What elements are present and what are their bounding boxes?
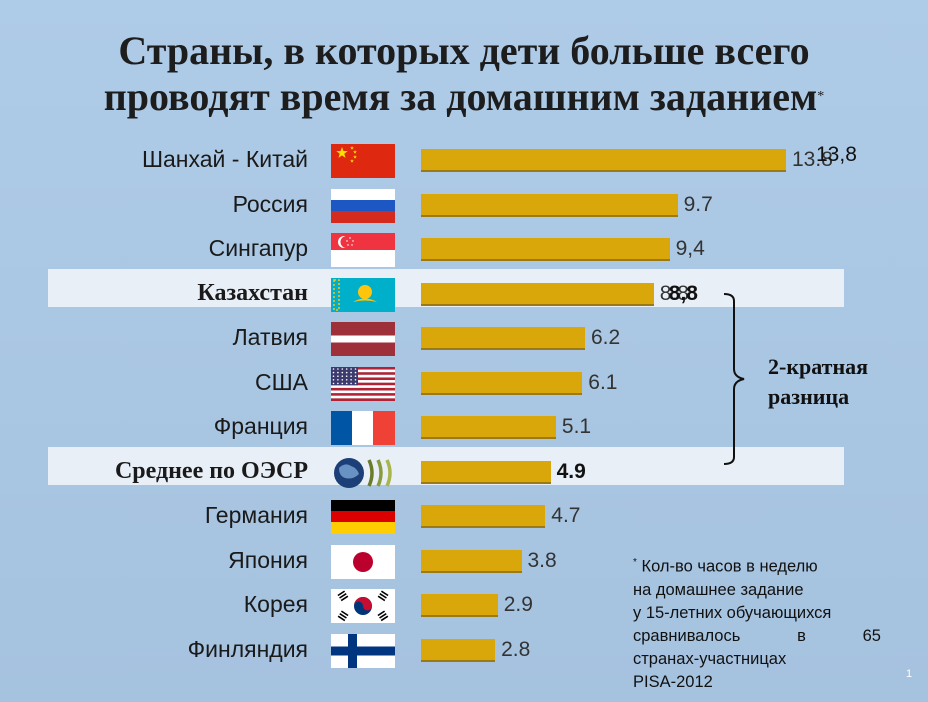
singapore-flag-icon (331, 233, 395, 267)
bar-china (421, 149, 786, 172)
category-label: Германия (204, 502, 308, 528)
oecd-logo-icon (331, 456, 395, 490)
category-label: Япония (228, 546, 308, 573)
category-label: Латвия (232, 324, 308, 350)
bar-germany (421, 505, 546, 528)
bracket-icon (723, 293, 745, 465)
category-label: Шанхай - Китай (141, 146, 308, 172)
footnote-word-3: 65 (862, 626, 881, 645)
category-label: Финляндия (187, 635, 308, 662)
brace-label-line-2: разница (768, 384, 850, 409)
overlay-value-label: 13,8 (816, 143, 857, 166)
germany-flag-icon (331, 500, 395, 534)
footnote-line-6: PISA-2012 (633, 672, 713, 691)
value-label: 6.2 (591, 326, 621, 349)
usa-flag-icon (331, 366, 395, 401)
value-label: 9,4 (675, 237, 705, 260)
value-label: 2.8 (501, 637, 531, 661)
value-label: 2.9 (503, 593, 533, 616)
kazakhstan-flag-icon (331, 277, 395, 312)
value-label: 6.1 (588, 370, 618, 394)
value-label: 13.8 (792, 148, 833, 171)
france-flag-icon (331, 411, 395, 445)
brace-label: 2-кратная разница (768, 352, 868, 412)
footnote-line-4: сравнивалось в 65 (633, 625, 881, 648)
title-line-2: проводят время за домашним заданием* (0, 74, 928, 120)
bar-russia (421, 193, 678, 217)
category-label: Среднее по ОЭСР (114, 457, 308, 484)
overlay-value-label: 8,8 (668, 281, 698, 305)
title-footnote-mark: * (817, 89, 825, 104)
footnote-word-2: в (797, 626, 806, 645)
footnote-line-1: * Кол-во часов в неделю (633, 551, 881, 579)
value-label: 4.9 (556, 459, 586, 483)
korea-flag-icon (331, 589, 395, 623)
footnote-star: * (633, 557, 637, 568)
brace-label-line-1: 2-кратная (768, 354, 869, 379)
bar-singapore (421, 238, 670, 261)
category-label: Корея (243, 591, 308, 617)
category-label: Франция (213, 413, 308, 439)
value-label: 8.8 (659, 281, 689, 305)
title-line-1: Страны, в которых дети больше всего (118, 28, 810, 73)
bar-oecd (421, 460, 551, 484)
category-label: США (254, 368, 308, 395)
category-label: Сингапур (208, 235, 308, 261)
china-flag-icon (331, 144, 395, 178)
title-line-2-text: проводят время за домашним заданием (103, 74, 818, 119)
bar-france (421, 416, 556, 439)
footnote-line-1-text: Кол-во часов в неделю (641, 557, 818, 576)
bar-japan (421, 549, 522, 573)
footnote: * Кол-во часов в неделю на домашнее зада… (633, 551, 881, 694)
category-label: Казахстан (197, 279, 308, 306)
footnote-line-5: странах-участницах (633, 649, 787, 668)
japan-flag-icon (331, 544, 395, 579)
value-label: 5.1 (561, 415, 592, 438)
value-label: 4.7 (551, 504, 581, 527)
footnote-line-2: на домашнее задание (633, 580, 804, 599)
bar-usa (421, 371, 583, 395)
footnote-word-1: сравнивалось (633, 626, 741, 645)
bar-kazakhstan (421, 282, 654, 306)
footnote-line-3: у 15-летних обучающихся (633, 603, 832, 622)
category-label: Россия (232, 190, 308, 217)
latvia-flag-icon (331, 322, 395, 356)
bar-finland (421, 638, 496, 662)
bar-korea (421, 594, 498, 617)
value-label: 3.8 (527, 548, 557, 572)
page-number: 1 (906, 668, 913, 680)
finland-flag-icon (331, 633, 395, 668)
russia-flag-icon (331, 188, 395, 223)
bar-latvia (421, 327, 585, 350)
value-label: 9.7 (683, 192, 713, 216)
